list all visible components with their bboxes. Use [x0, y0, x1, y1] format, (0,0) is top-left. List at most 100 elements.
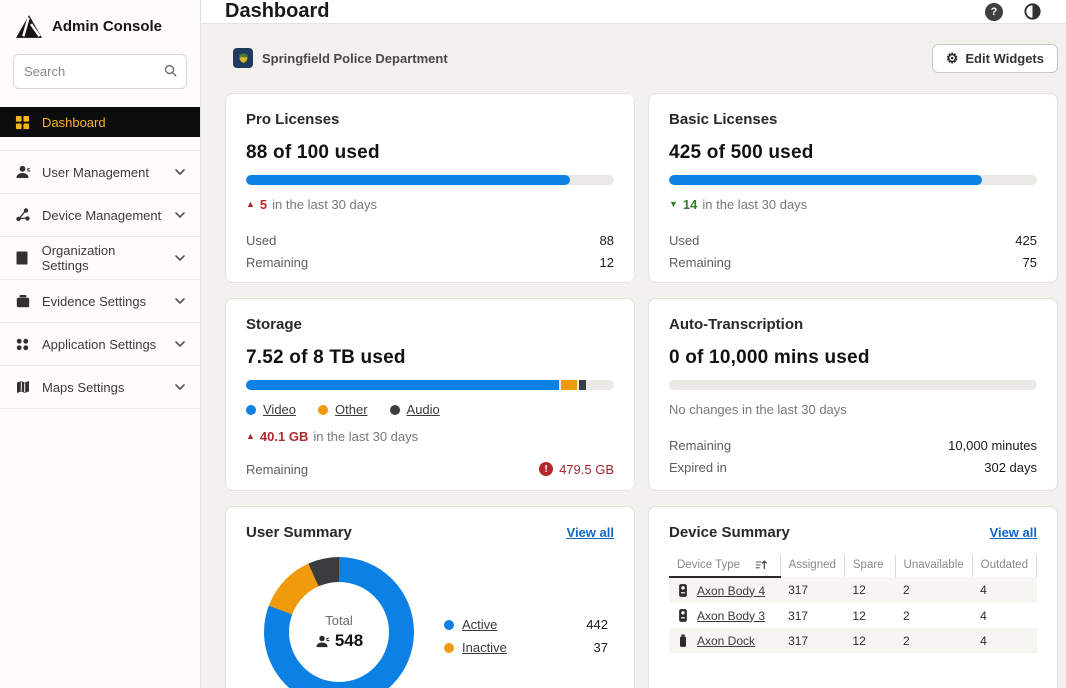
agency-name: Springfield Police Department: [262, 51, 448, 66]
sidebar-item-organization-settings[interactable]: Organization Settings: [0, 237, 200, 279]
orange-dot-icon: [318, 405, 328, 415]
sidebar-item-label: Application Settings: [42, 337, 156, 352]
stat-row: Remaining 75: [669, 251, 1037, 273]
search-input[interactable]: [13, 54, 187, 89]
alert-icon: !: [539, 462, 553, 476]
contrast-toggle-icon[interactable]: [1023, 2, 1042, 21]
device-link[interactable]: Axon Body 4: [697, 584, 765, 598]
sidebar-item-label: User Management: [42, 165, 149, 180]
sidebar-item-label: Organization Settings: [42, 243, 163, 273]
card-title: Storage: [246, 316, 302, 333]
card-title: Basic Licenses: [669, 111, 777, 128]
stat-row: Used 88: [246, 229, 614, 251]
legend-item-other[interactable]: Other: [318, 402, 368, 417]
column-header-assigned[interactable]: Assigned: [789, 559, 836, 571]
legend-row-inactive: Inactive 37: [444, 636, 608, 659]
auto-transcription-headline: 0 of 10,000 mins used: [669, 347, 1037, 369]
no-changes-note: No changes in the last 30 days: [669, 402, 1037, 417]
person-icon: [315, 634, 330, 649]
chevron-down-icon: [174, 340, 186, 348]
device-link[interactable]: Axon Dock: [697, 634, 755, 648]
card-title: Device Summary: [669, 524, 790, 541]
users-view-all-link[interactable]: View all: [567, 525, 614, 540]
edit-widgets-button[interactable]: ⚙ Edit Widgets: [932, 44, 1058, 73]
sidebar-item-label: Device Management: [42, 208, 161, 223]
device-summary-card: Device Summary View all Device Type: [648, 506, 1058, 688]
column-header-device-type[interactable]: Device Type: [677, 558, 772, 571]
chevron-down-icon: [174, 254, 186, 262]
pro-licenses-card: Pro Licenses 88 of 100 used ▲ 5 in the l…: [225, 93, 635, 283]
device-link[interactable]: Axon Body 3: [697, 609, 765, 623]
dashboard-content: Springfield Police Department ⚙ Edit Wid…: [201, 24, 1066, 688]
app-dots-icon: [14, 337, 31, 352]
evidence-box-icon: [14, 293, 31, 309]
legend-label-active[interactable]: Active: [462, 617, 497, 632]
gear-icon: ⚙: [946, 51, 959, 65]
card-title: User Summary: [246, 524, 352, 541]
help-icon[interactable]: ?: [985, 3, 1003, 21]
sidebar-item-label: Maps Settings: [42, 380, 124, 395]
triangle-down-icon: ▼: [669, 200, 678, 209]
orange-dot-icon: [444, 643, 454, 653]
building-icon: [14, 250, 31, 266]
column-header-outdated[interactable]: Outdated: [981, 559, 1028, 571]
triangle-up-icon: ▲: [246, 200, 255, 209]
sidebar-item-dashboard[interactable]: Dashboard: [0, 107, 200, 137]
total-users-value: 548: [335, 631, 363, 651]
card-title: Auto-Transcription: [669, 316, 803, 333]
legend-item-video[interactable]: Video: [246, 402, 296, 417]
page-title: Dashboard: [225, 0, 329, 23]
agency-badge-icon: [233, 48, 253, 68]
sidebar-item-device-management[interactable]: Device Management: [0, 194, 200, 236]
stat-row: Expired in 302 days: [669, 456, 1037, 478]
search-icon: [163, 63, 178, 78]
chevron-down-icon: [174, 297, 186, 305]
legend-label-inactive[interactable]: Inactive: [462, 640, 507, 655]
basic-licenses-progress-bar: [669, 175, 1037, 185]
legend-row-active: Active 442: [444, 613, 608, 636]
storage-headline: 7.52 of 8 TB used: [246, 347, 614, 369]
sidebar-item-application-settings[interactable]: Application Settings: [0, 323, 200, 365]
stat-row: Remaining ! 479.5 GB: [246, 458, 614, 480]
dark-dot-icon: [390, 405, 400, 415]
user-icon: [14, 164, 31, 180]
pro-licenses-progress-bar: [246, 175, 614, 185]
agency-selector: Springfield Police Department: [233, 48, 448, 68]
chevron-down-icon: [174, 211, 186, 219]
basic-licenses-headline: 425 of 500 used: [669, 142, 1037, 164]
user-summary-card: User Summary View all Total: [225, 506, 635, 688]
stat-row: Remaining 10,000 minutes: [669, 434, 1037, 456]
legend-item-audio[interactable]: Audio: [390, 402, 440, 417]
devices-view-all-link[interactable]: View all: [990, 525, 1037, 540]
sidebar: Admin Console Dashboard: [0, 0, 201, 688]
sidebar-item-label: Evidence Settings: [42, 294, 146, 309]
storage-legend: Video Other Audio: [246, 402, 614, 417]
body-camera-icon: [677, 608, 689, 623]
storage-other-segment: [561, 380, 578, 390]
blue-dot-icon: [444, 620, 454, 630]
table-row: Axon Dock 317 12 2 4: [669, 628, 1037, 653]
column-header-spare[interactable]: Spare: [853, 559, 884, 571]
sidebar-item-label: Dashboard: [42, 115, 106, 130]
pro-licenses-headline: 88 of 100 used: [246, 142, 614, 164]
sidebar-item-maps-settings[interactable]: Maps Settings: [0, 366, 200, 408]
donut-center: Total 548: [264, 557, 414, 688]
top-header: Dashboard ?: [201, 0, 1066, 24]
storage-video-segment: [246, 380, 559, 390]
sidebar-item-evidence-settings[interactable]: Evidence Settings: [0, 280, 200, 322]
sidebar-item-user-management[interactable]: User Management: [0, 151, 200, 193]
auto-transcription-card: Auto-Transcription 0 of 10,000 mins used…: [648, 298, 1058, 491]
brand: Admin Console: [0, 0, 200, 52]
axon-logo-icon: [16, 15, 42, 38]
body-camera-icon: [677, 583, 689, 598]
chevron-down-icon: [174, 168, 186, 176]
table-row: Axon Body 3 317 12 2 4: [669, 603, 1037, 628]
basic-licenses-delta: ▼ 14 in the last 30 days: [669, 197, 1037, 212]
dashboard-icon: [14, 115, 31, 130]
card-title: Pro Licenses: [246, 111, 339, 128]
column-header-unavailable[interactable]: Unavailable: [904, 559, 964, 571]
basic-licenses-card: Basic Licenses 425 of 500 used ▼ 14 in t…: [648, 93, 1058, 283]
device-nodes-icon: [14, 207, 31, 223]
pro-licenses-delta: ▲ 5 in the last 30 days: [246, 197, 614, 212]
brand-title: Admin Console: [52, 18, 162, 35]
